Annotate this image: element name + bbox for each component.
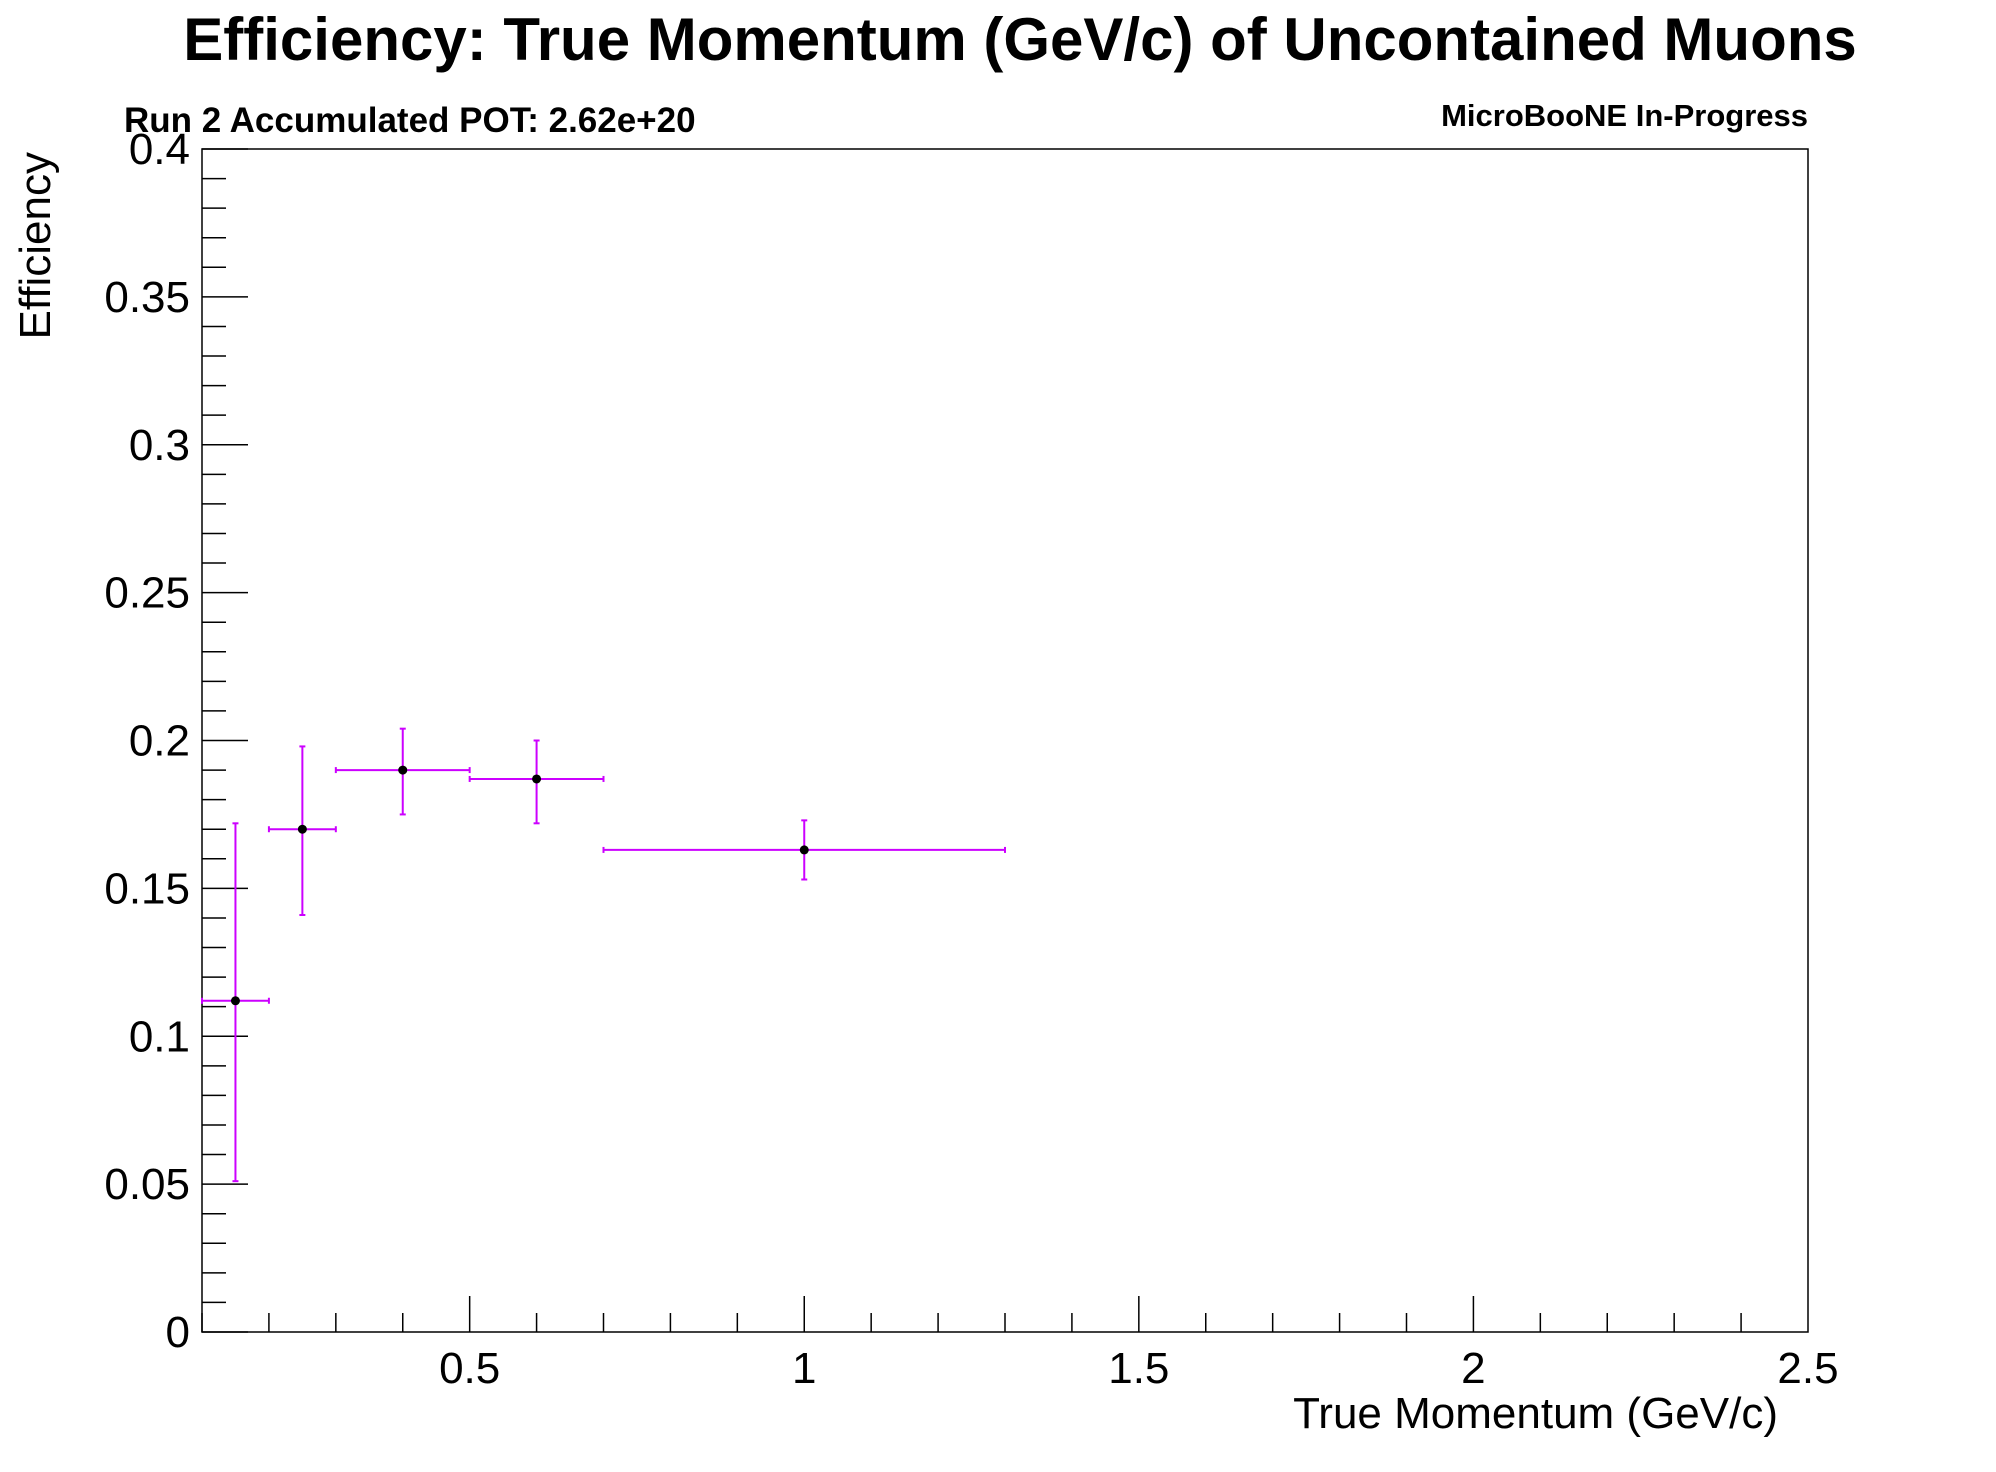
x-axis-label: True Momentum (GeV/c) xyxy=(1293,1389,1778,1438)
data-point-marker xyxy=(230,996,240,1006)
y-axis-ticks xyxy=(202,148,248,1333)
x-axis-tick-labels: 0.5 1 1.5 2 2.5 xyxy=(439,1344,1839,1393)
y-tick-label: 0.35 xyxy=(104,273,190,322)
x-axis-ticks xyxy=(201,1296,1742,1332)
data-point-group xyxy=(201,822,270,1183)
x-tick-label: 1.5 xyxy=(1108,1344,1169,1393)
x-tick-label: 2.5 xyxy=(1777,1344,1838,1393)
data-series xyxy=(201,727,1006,1183)
data-point-marker xyxy=(398,765,408,775)
chart-subtitle-right: MicroBooNE In-Progress xyxy=(1441,98,1808,133)
data-point-marker xyxy=(297,824,307,834)
y-tick-label: 0.05 xyxy=(104,1160,190,1209)
data-point-group xyxy=(602,819,1006,881)
y-tick-label: 0 xyxy=(166,1308,190,1357)
chart-subtitle-left: Run 2 Accumulated POT: 2.62e+20 xyxy=(124,101,696,140)
x-tick-label: 1 xyxy=(792,1344,816,1393)
y-axis-label: Efficiency xyxy=(11,152,60,340)
data-point-group xyxy=(267,745,337,916)
y-tick-label: 0.25 xyxy=(104,569,190,618)
x-tick-label: 0.5 xyxy=(439,1344,500,1393)
data-point-group xyxy=(468,739,605,825)
data-point-group xyxy=(334,727,471,816)
y-tick-label: 0.15 xyxy=(104,864,190,913)
chart-title: Efficiency: True Momentum (GeV/c) of Unc… xyxy=(183,6,1856,73)
y-axis-tick-labels: 0 0.05 0.1 0.15 0.2 0.25 0.3 0.35 0.4 xyxy=(104,125,190,1357)
y-tick-label: 0.3 xyxy=(129,421,190,470)
data-point-marker xyxy=(799,845,809,855)
data-point-marker xyxy=(532,774,542,784)
x-tick-label: 2 xyxy=(1461,1344,1485,1393)
y-tick-label: 0.1 xyxy=(129,1012,190,1061)
y-tick-label: 0.4 xyxy=(129,125,190,174)
y-tick-label: 0.2 xyxy=(129,717,190,766)
